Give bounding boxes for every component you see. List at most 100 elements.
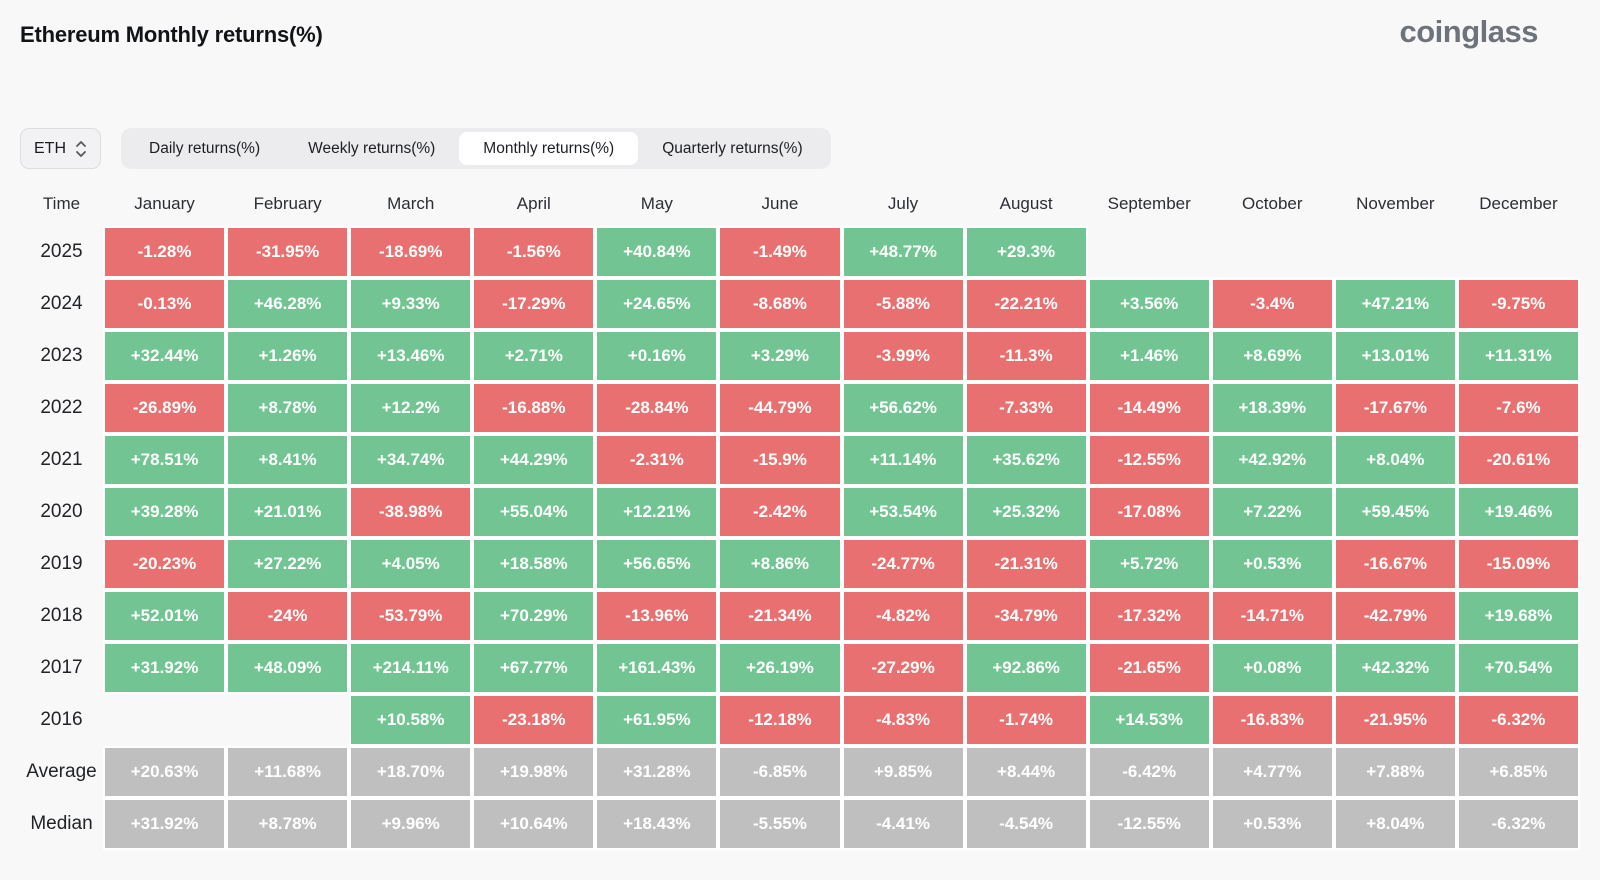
return-cell: +29.3%	[964, 226, 1088, 278]
empty-cell	[1457, 226, 1580, 278]
column-header: May	[640, 194, 673, 213]
return-cell: -11.3%	[964, 330, 1088, 382]
return-cell: -6.42%	[1087, 746, 1211, 798]
return-cell: +56.65%	[595, 538, 719, 590]
return-cell: -17.32%	[1087, 590, 1211, 642]
controls-bar: ETH Daily returns(%) Weekly returns(%) M…	[20, 128, 831, 169]
return-cell: -7.6%	[1456, 382, 1580, 434]
return-cell: -1.28%	[103, 226, 227, 278]
return-cell: -26.89%	[103, 382, 227, 434]
return-cell: +11.31%	[1456, 330, 1580, 382]
column-header: October	[1242, 194, 1303, 213]
return-cell: +8.86%	[718, 538, 842, 590]
row-label: 2024	[40, 293, 83, 314]
return-cell: +19.46%	[1456, 486, 1580, 538]
return-cell: -4.41%	[841, 798, 965, 850]
return-cell: +18.43%	[595, 798, 719, 850]
return-cell: +27.22%	[226, 538, 350, 590]
return-cell: +31.28%	[595, 746, 719, 798]
return-cell: +0.53%	[1210, 538, 1334, 590]
return-cell: -12.55%	[1087, 434, 1211, 486]
return-cell: -14.49%	[1087, 382, 1211, 434]
return-cell: -4.82%	[841, 590, 965, 642]
return-cell: +53.54%	[841, 486, 965, 538]
return-cell: +8.41%	[226, 434, 350, 486]
row-label: 2021	[40, 449, 83, 470]
tab-quarterly-returns[interactable]: Quarterly returns(%)	[662, 140, 803, 157]
return-cell: +19.68%	[1456, 590, 1580, 642]
row-label: 2017	[40, 657, 83, 678]
return-cell: +161.43%	[595, 642, 719, 694]
return-cell: -9.75%	[1456, 278, 1580, 330]
page-title: Ethereum Monthly returns(%)	[20, 22, 323, 47]
return-cell: -2.31%	[595, 434, 719, 486]
return-cell: +11.68%	[226, 746, 350, 798]
return-cell: -5.55%	[718, 798, 842, 850]
return-cell: -6.85%	[718, 746, 842, 798]
tab-monthly-returns[interactable]: Monthly returns(%)	[459, 132, 639, 165]
return-cell: +42.32%	[1333, 642, 1457, 694]
return-cell: +12.2%	[349, 382, 473, 434]
return-cell: -1.56%	[472, 226, 596, 278]
return-cell: +48.09%	[226, 642, 350, 694]
return-cell: +18.70%	[349, 746, 473, 798]
column-header: July	[887, 194, 919, 213]
return-cell: -20.23%	[103, 538, 227, 590]
return-cell: +14.53%	[1087, 694, 1211, 746]
return-cell: +34.74%	[349, 434, 473, 486]
return-cell: -6.32%	[1456, 694, 1580, 746]
return-cell: -44.79%	[718, 382, 842, 434]
return-cell: +32.44%	[103, 330, 227, 382]
return-cell: +5.72%	[1087, 538, 1211, 590]
row-label: 2018	[40, 605, 83, 626]
tab-weekly-returns[interactable]: Weekly returns(%)	[308, 140, 436, 157]
return-cell: -21.31%	[964, 538, 1088, 590]
coinglass-logo[interactable]: coinglass	[1399, 14, 1539, 49]
return-cell: -17.29%	[472, 278, 596, 330]
return-cell: +6.85%	[1456, 746, 1580, 798]
row-label: 2023	[40, 345, 83, 366]
column-header: November	[1356, 194, 1435, 213]
column-header: February	[253, 194, 322, 213]
return-cell: -16.67%	[1333, 538, 1457, 590]
row-label: 2020	[40, 501, 83, 522]
return-cell: -38.98%	[349, 486, 473, 538]
return-cell: +31.92%	[103, 798, 227, 850]
return-cell: -23.18%	[472, 694, 596, 746]
return-cell: -1.49%	[718, 226, 842, 278]
return-cell: +13.46%	[349, 330, 473, 382]
row-label: 2025	[40, 241, 83, 262]
empty-cell	[1088, 226, 1211, 278]
return-cell: -18.69%	[349, 226, 473, 278]
row-label: 2019	[40, 553, 83, 574]
return-cell: +8.78%	[226, 798, 350, 850]
return-cell: +214.11%	[349, 642, 473, 694]
return-cell: -16.83%	[1210, 694, 1334, 746]
return-cell: +7.88%	[1333, 746, 1457, 798]
return-cell: -12.55%	[1087, 798, 1211, 850]
return-cell: +20.63%	[103, 746, 227, 798]
return-cell: +3.29%	[718, 330, 842, 382]
column-header: August	[999, 194, 1053, 213]
return-cell: +8.78%	[226, 382, 350, 434]
return-cell: +24.65%	[595, 278, 719, 330]
return-cell: -21.95%	[1333, 694, 1457, 746]
return-cell: +4.05%	[349, 538, 473, 590]
tab-daily-returns[interactable]: Daily returns(%)	[149, 140, 261, 157]
return-cell: -12.18%	[718, 694, 842, 746]
return-cell: +26.19%	[718, 642, 842, 694]
return-cell: +0.16%	[595, 330, 719, 382]
return-cell: -22.21%	[964, 278, 1088, 330]
return-cell: -34.79%	[964, 590, 1088, 642]
return-cell: +11.14%	[841, 434, 965, 486]
return-cell: +18.58%	[472, 538, 596, 590]
return-cell: -28.84%	[595, 382, 719, 434]
return-cell: +8.44%	[964, 746, 1088, 798]
return-cell: +10.58%	[349, 694, 473, 746]
empty-cell	[1211, 226, 1334, 278]
row-label: 2016	[40, 709, 83, 730]
return-cell: -3.4%	[1210, 278, 1334, 330]
return-cell: +35.62%	[964, 434, 1088, 486]
symbol-select[interactable]: ETH	[20, 128, 101, 169]
column-header: January	[134, 194, 195, 213]
